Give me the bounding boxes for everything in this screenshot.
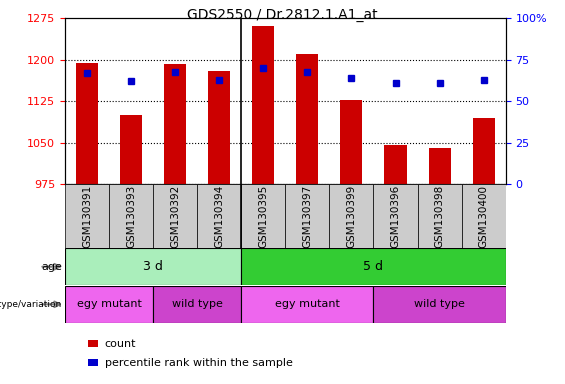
Text: GSM130396: GSM130396: [390, 184, 401, 248]
Bar: [384, 145, 406, 184]
Bar: [164, 65, 186, 184]
FancyBboxPatch shape: [109, 184, 153, 248]
FancyBboxPatch shape: [373, 286, 506, 323]
Text: GSM130394: GSM130394: [214, 184, 224, 248]
Text: wild type: wild type: [172, 299, 223, 310]
Bar: [120, 115, 142, 184]
FancyBboxPatch shape: [65, 248, 241, 285]
Text: GSM130395: GSM130395: [258, 184, 268, 248]
Text: GSM130398: GSM130398: [434, 184, 445, 248]
FancyBboxPatch shape: [418, 184, 462, 248]
Bar: [252, 26, 275, 184]
FancyBboxPatch shape: [65, 286, 153, 323]
Bar: [296, 55, 318, 184]
FancyBboxPatch shape: [153, 286, 241, 323]
Text: GSM130397: GSM130397: [302, 184, 312, 248]
FancyBboxPatch shape: [241, 286, 373, 323]
Text: 3 d: 3 d: [143, 260, 163, 273]
Text: count: count: [105, 339, 136, 349]
Text: 5 d: 5 d: [363, 260, 384, 273]
Text: wild type: wild type: [414, 299, 465, 310]
Text: GSM130393: GSM130393: [126, 184, 136, 248]
Text: egy mutant: egy mutant: [77, 299, 141, 310]
Bar: [340, 100, 363, 184]
Text: age: age: [41, 262, 62, 272]
Bar: [76, 63, 98, 184]
FancyBboxPatch shape: [329, 184, 373, 248]
FancyBboxPatch shape: [241, 184, 285, 248]
Text: GSM130392: GSM130392: [170, 184, 180, 248]
Text: GSM130400: GSM130400: [479, 184, 489, 248]
Text: GDS2550 / Dr.2812.1.A1_at: GDS2550 / Dr.2812.1.A1_at: [187, 8, 378, 22]
FancyBboxPatch shape: [373, 184, 418, 248]
FancyBboxPatch shape: [241, 248, 506, 285]
Text: GSM130399: GSM130399: [346, 184, 357, 248]
Text: genotype/variation: genotype/variation: [0, 300, 62, 309]
Text: percentile rank within the sample: percentile rank within the sample: [105, 358, 293, 368]
FancyBboxPatch shape: [197, 184, 241, 248]
Bar: [428, 148, 451, 184]
Text: egy mutant: egy mutant: [275, 299, 340, 310]
FancyBboxPatch shape: [285, 184, 329, 248]
FancyBboxPatch shape: [462, 184, 506, 248]
Text: GSM130391: GSM130391: [82, 184, 92, 248]
Bar: [472, 118, 494, 184]
FancyBboxPatch shape: [65, 184, 109, 248]
Bar: [208, 71, 231, 184]
FancyBboxPatch shape: [153, 184, 197, 248]
